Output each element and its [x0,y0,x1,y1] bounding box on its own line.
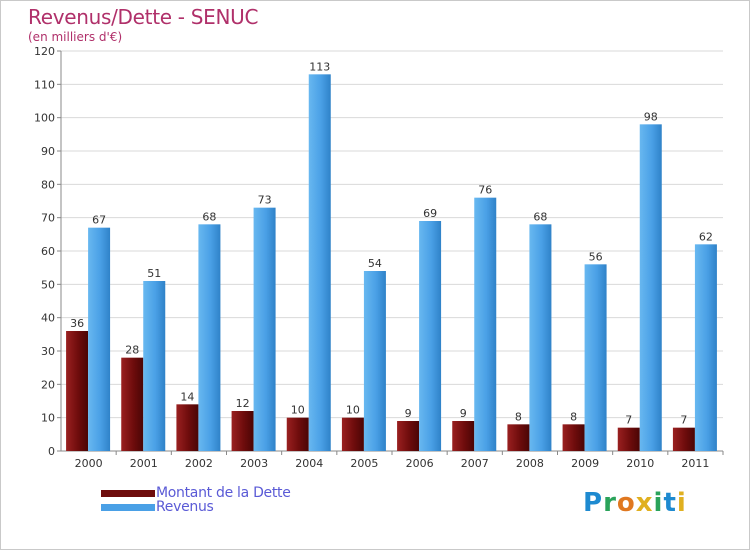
y-tick-label: 0 [48,445,55,458]
bar-revenus [253,207,276,451]
data-label: 12 [236,397,250,410]
y-tick-label: 110 [34,78,55,91]
x-tick-label: 2010 [626,457,654,470]
data-label: 76 [478,184,492,197]
bar-dette [507,424,530,451]
x-tick-label: 2001 [130,457,158,470]
logo-letter: x [635,488,654,518]
data-label: 68 [202,210,216,223]
bar-revenus [88,227,111,451]
y-tick-label: 70 [41,212,55,225]
bar-revenus [529,224,552,451]
bar-dette [341,417,364,451]
y-tick-label: 80 [41,178,55,191]
data-label: 36 [70,317,84,330]
legend-swatch-revenus [101,504,155,511]
data-label: 113 [309,60,330,73]
logo-letter: t [663,488,677,518]
x-tick-label: 2007 [461,457,489,470]
bar-revenus [639,124,662,451]
y-tick-label: 20 [41,378,55,391]
proxiti-logo: Proxiti [583,488,687,518]
bar-dette [176,404,199,451]
data-label: 14 [180,390,194,403]
data-label: 8 [570,410,577,423]
bar-dette [286,417,309,451]
data-label: 10 [291,404,305,417]
x-tick-label: 2003 [240,457,268,470]
bar-dette [397,421,420,451]
data-label: 9 [405,407,412,420]
bar-dette [617,427,640,451]
logo-letter: P [583,488,604,518]
bar-revenus [143,281,166,451]
data-label: 69 [423,207,437,220]
data-label: 54 [368,257,382,270]
x-tick-label: 2008 [516,457,544,470]
y-tick-label: 50 [41,278,55,291]
x-tick-label: 2011 [681,457,709,470]
bar-revenus [584,264,607,451]
y-tick-label: 120 [34,45,55,58]
data-label: 8 [515,410,522,423]
data-label: 9 [460,407,467,420]
y-tick-label: 90 [41,145,55,158]
data-label: 98 [644,110,658,123]
data-label: 62 [699,230,713,243]
legend-label-revenus: Revenus [156,499,214,515]
data-label: 7 [680,414,687,427]
x-tick-label: 2002 [185,457,213,470]
data-label: 10 [346,404,360,417]
logo-letter: r [603,488,617,518]
data-label: 7 [625,414,632,427]
bar-revenus [198,224,221,451]
chart-subtitle: (en milliers d'€) [28,30,123,44]
data-label: 68 [533,210,547,223]
bar-dette [452,421,475,451]
data-label: 73 [258,194,272,207]
bar-dette [672,427,695,451]
y-tick-label: 30 [41,345,55,358]
bar-dette [231,411,254,451]
legend-swatch-debt [101,490,155,497]
bar-revenus [419,221,442,451]
data-label: 28 [125,344,139,357]
legend-label-debt: Montant de la Dette [156,485,291,501]
x-tick-label: 2000 [75,457,103,470]
bar-dette [562,424,585,451]
y-tick-label: 40 [41,312,55,325]
bar-dette [121,357,144,451]
bar-revenus [474,197,497,451]
bar-dette [66,331,89,451]
bar-revenus [694,244,717,451]
x-tick-label: 2006 [406,457,434,470]
data-label: 51 [147,267,161,280]
bar-revenus [308,74,331,451]
x-tick-label: 2005 [350,457,378,470]
x-tick-label: 2009 [571,457,599,470]
logo-letter: o [616,488,636,518]
data-label: 67 [92,214,106,227]
data-label: 56 [589,250,603,263]
y-tick-label: 100 [34,112,55,125]
chart-title: Revenus/Dette - SENUC [28,5,259,29]
logo-letter: i [676,488,687,518]
y-tick-label: 10 [41,412,55,425]
logo-letter: i [653,488,664,518]
y-tick-label: 60 [41,245,55,258]
bar-revenus [363,271,386,451]
x-tick-label: 2004 [295,457,323,470]
